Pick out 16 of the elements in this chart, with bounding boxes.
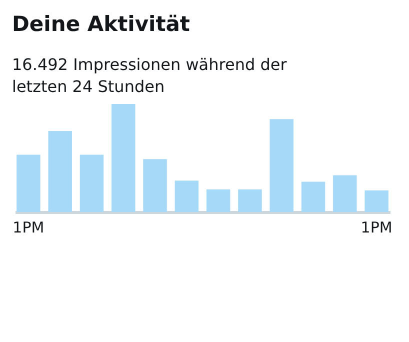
bar: [301, 182, 326, 212]
bar: [333, 175, 357, 212]
x-tick-label: 1PM: [12, 218, 44, 236]
bar: [174, 180, 199, 212]
bar: [270, 119, 294, 212]
chart-title: Deine Aktivität: [12, 12, 191, 36]
bar: [80, 154, 104, 212]
bar: [143, 159, 167, 212]
x-tick-label: 1PM: [360, 218, 392, 236]
chart-subtitle: 16.492 Impressionen während der letzten 24 Stunden: [12, 54, 288, 98]
bar: [16, 154, 40, 212]
bar: [48, 131, 72, 212]
bar: [112, 104, 136, 212]
bar: [238, 189, 262, 212]
bar: [364, 190, 388, 212]
bar: [206, 189, 230, 212]
